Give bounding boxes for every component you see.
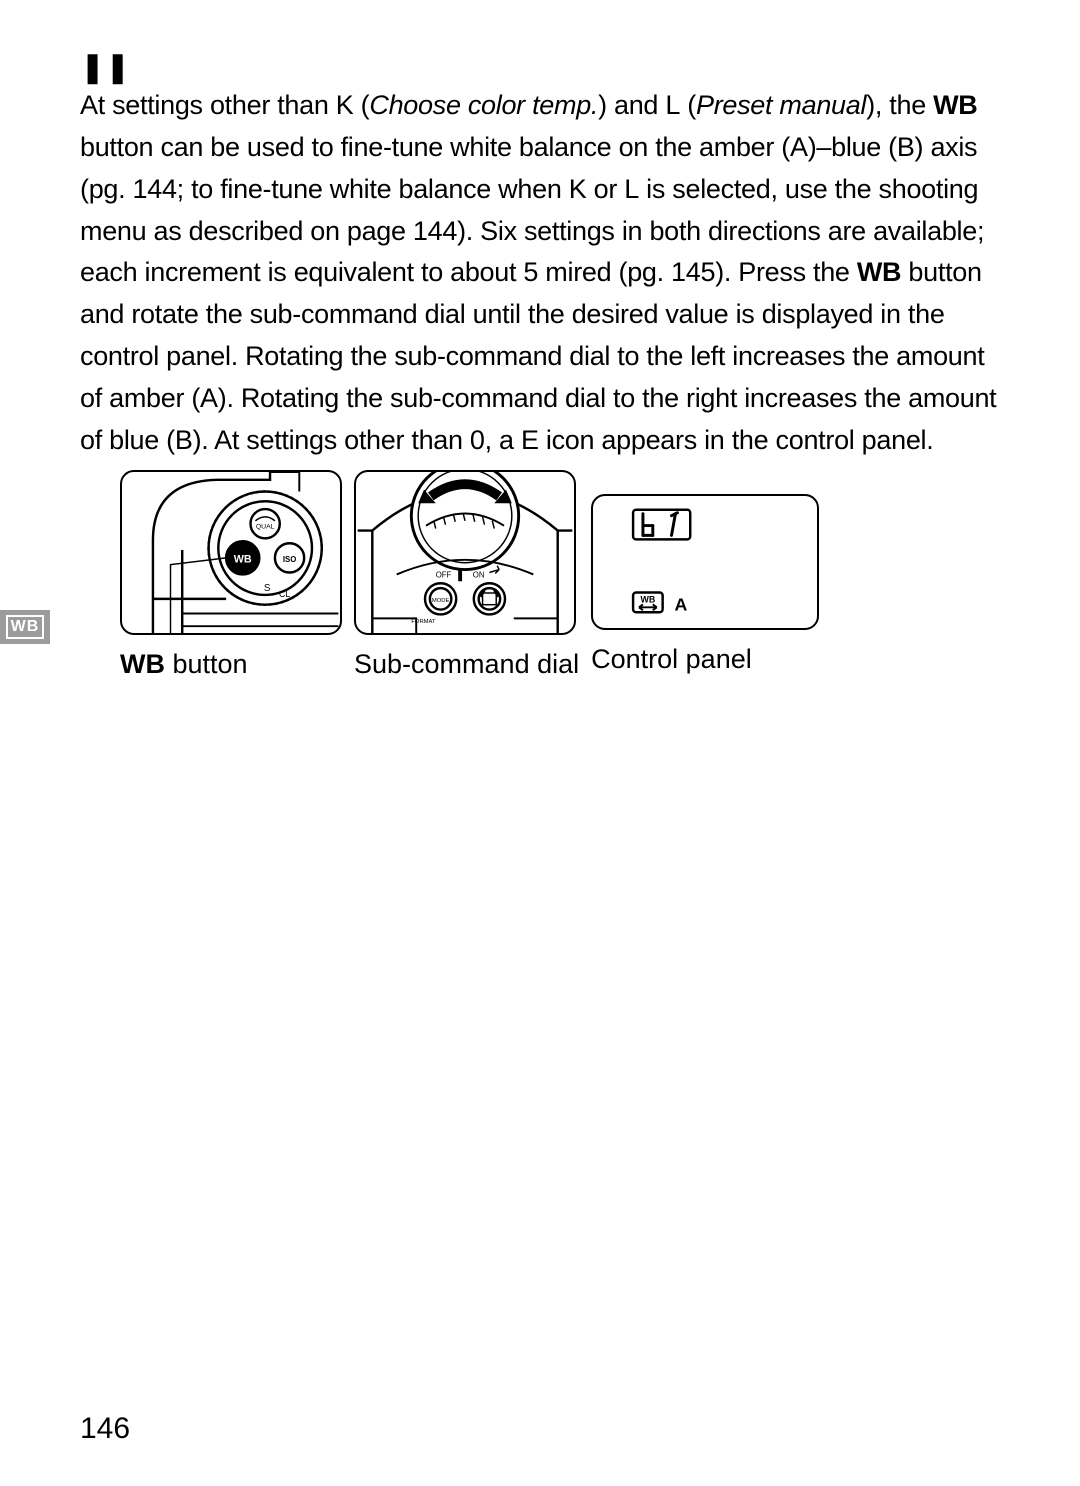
svg-text:ON: ON [473,570,485,579]
body-content: At settings other than K (Choose color t… [80,85,1000,462]
control-panel-illustration: WB A [593,496,817,628]
svg-text:A: A [675,594,688,614]
svg-text:FORMAT: FORMAT [411,619,436,625]
sub-dial-frame: OFF ON MODE FORMAT [354,470,576,635]
text: ( [680,90,696,120]
wb-bold: WB [933,90,977,120]
figure-control-panel: WB A Control panel [591,470,819,682]
figure-wb-button: WB QUAL ISO S CL [120,470,342,682]
page-number: 146 [80,1412,130,1446]
glyph-e: E [521,425,539,455]
svg-text:QUAL: QUAL [256,524,275,531]
svg-text:WB: WB [641,594,656,604]
text: At settings other than [80,90,336,120]
side-tab: WB [0,610,50,644]
text: or [586,174,624,204]
svg-text:S: S [264,583,271,594]
text: icon appears in the control panel. [539,425,934,455]
caption-bold: WB [120,649,165,679]
svg-text:MODE: MODE [432,598,450,604]
text: ) and [598,90,665,120]
wb-button-caption: WB button [120,647,342,682]
svg-text:CL: CL [279,589,290,599]
glyph-k: K [336,90,354,120]
sub-dial-illustration: OFF ON MODE FORMAT [356,472,574,633]
wb-bold2: WB [857,257,901,287]
svg-text:WB: WB [234,554,252,566]
svg-text:ISO: ISO [283,555,296,564]
glyph-l2: L [624,174,639,204]
section-marker: ❚❚ [80,50,130,85]
glyph-k2: K [569,174,587,204]
wb-button-frame: WB QUAL ISO S CL [120,470,342,635]
text: ), the [866,90,933,120]
side-tab-label: WB [6,615,45,639]
wb-button-illustration: WB QUAL ISO S CL [122,472,340,633]
text: ( [353,90,369,120]
sub-dial-caption: Sub-command dial [354,647,579,682]
italic-text: Preset manual [696,90,866,120]
glyph-l: L [665,90,680,120]
svg-text:OFF: OFF [436,570,452,579]
italic-text: Choose color temp. [369,90,598,120]
control-panel-caption: Control panel [591,642,819,677]
caption-text: button [165,649,248,679]
figure-row: WB QUAL ISO S CL [120,470,819,682]
figure-sub-dial: OFF ON MODE FORMAT Sub-command dial [354,470,579,682]
control-panel-frame: WB A [591,494,819,630]
body-paragraph: At settings other than K (Choose color t… [80,85,1000,462]
